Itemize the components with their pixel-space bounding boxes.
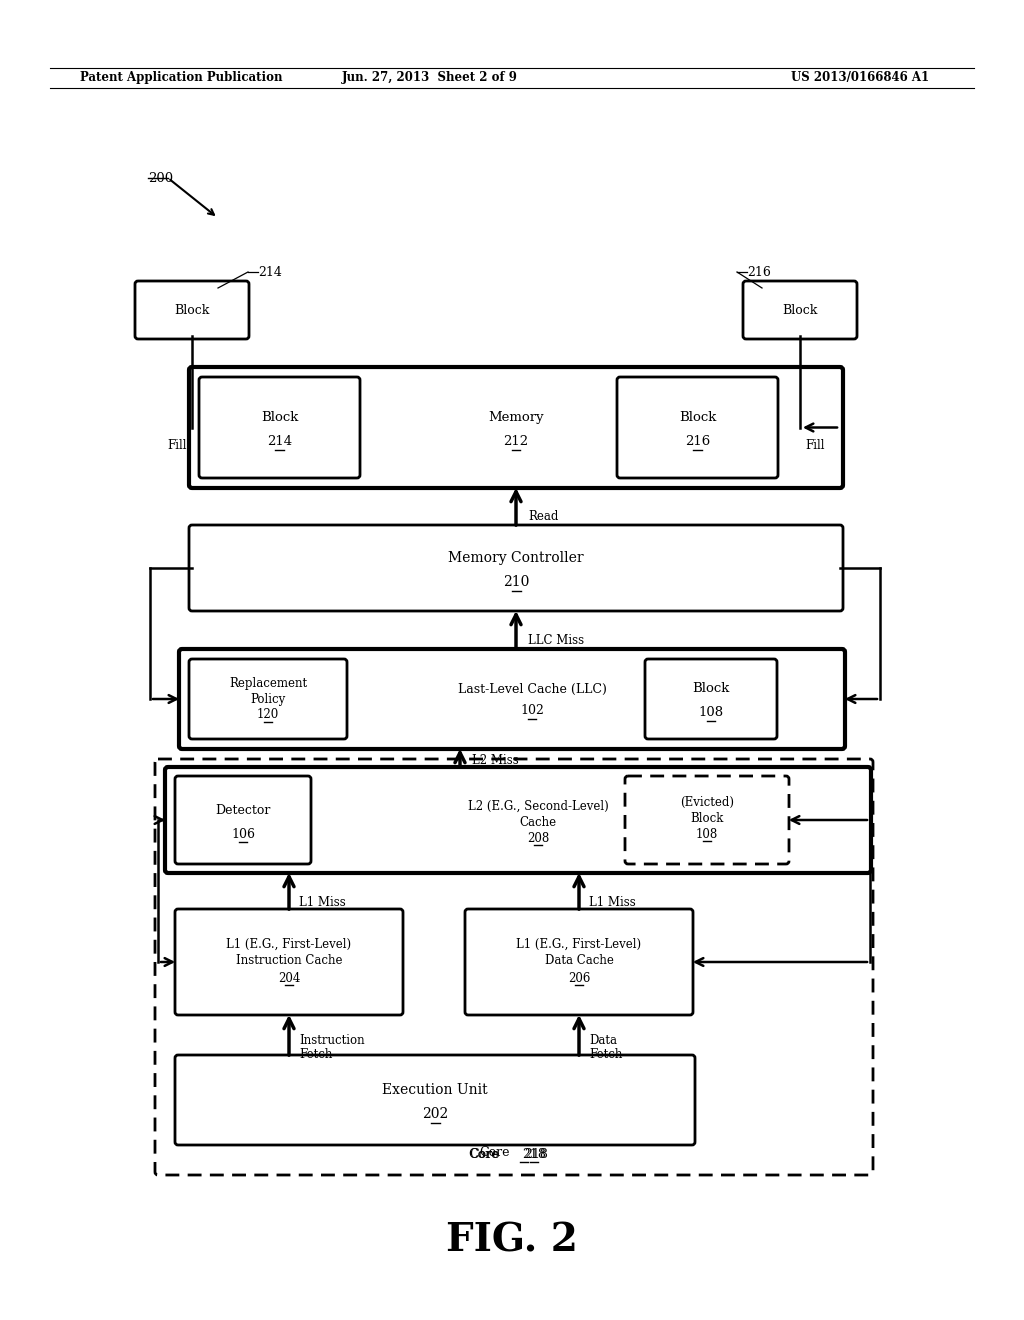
FancyBboxPatch shape	[175, 776, 311, 865]
Text: 212: 212	[504, 436, 528, 447]
Text: Data Cache: Data Cache	[545, 953, 613, 966]
Text: LLC Miss: LLC Miss	[528, 634, 584, 647]
Text: L1 (E.G., First-Level): L1 (E.G., First-Level)	[516, 937, 642, 950]
Text: Replacement: Replacement	[229, 676, 307, 689]
FancyBboxPatch shape	[175, 909, 403, 1015]
Text: Fetch: Fetch	[589, 1048, 623, 1060]
Text: FIG. 2: FIG. 2	[446, 1221, 578, 1259]
Text: L2 (E.G., Second-Level): L2 (E.G., Second-Level)	[468, 800, 608, 813]
FancyBboxPatch shape	[645, 659, 777, 739]
Text: 216: 216	[685, 436, 710, 447]
Text: 120: 120	[257, 709, 280, 722]
Text: 206: 206	[568, 972, 590, 985]
FancyBboxPatch shape	[175, 1055, 695, 1144]
Text: Block: Block	[692, 682, 730, 696]
Text: 218: 218	[522, 1147, 546, 1160]
Text: 106: 106	[231, 828, 255, 841]
Text: Core: Core	[479, 1146, 509, 1159]
Text: 102: 102	[520, 705, 544, 718]
Text: L1 Miss: L1 Miss	[589, 895, 636, 908]
Text: Core: Core	[469, 1147, 499, 1160]
Text: L2 Miss: L2 Miss	[472, 754, 519, 767]
Text: Memory: Memory	[488, 411, 544, 424]
Text: Core: Core	[469, 1147, 500, 1160]
Text: Block: Block	[690, 812, 724, 825]
Text: 208: 208	[527, 832, 549, 845]
FancyBboxPatch shape	[465, 909, 693, 1015]
Text: Memory Controller: Memory Controller	[449, 550, 584, 565]
Text: 108: 108	[698, 706, 724, 719]
FancyBboxPatch shape	[199, 378, 360, 478]
Text: Fill: Fill	[167, 440, 186, 451]
Text: Execution Unit: Execution Unit	[382, 1082, 487, 1097]
Text: 200: 200	[148, 172, 173, 185]
Text: 214: 214	[258, 265, 282, 279]
Text: Instruction: Instruction	[299, 1034, 365, 1047]
Text: Instruction Cache: Instruction Cache	[236, 953, 342, 966]
Text: Block: Block	[679, 411, 716, 424]
Text: (Evicted): (Evicted)	[680, 796, 734, 808]
Text: Block: Block	[261, 411, 298, 424]
FancyBboxPatch shape	[179, 649, 845, 748]
Text: Last-Level Cache (LLC): Last-Level Cache (LLC)	[458, 682, 606, 696]
Text: Jun. 27, 2013  Sheet 2 of 9: Jun. 27, 2013 Sheet 2 of 9	[342, 71, 518, 84]
Text: US 2013/0166846 A1: US 2013/0166846 A1	[791, 71, 929, 84]
FancyBboxPatch shape	[625, 776, 790, 865]
Text: 218: 218	[524, 1147, 548, 1160]
FancyBboxPatch shape	[135, 281, 249, 339]
FancyBboxPatch shape	[617, 378, 778, 478]
Text: 202: 202	[422, 1107, 449, 1121]
Text: Fill: Fill	[805, 440, 824, 451]
Text: Detector: Detector	[215, 804, 270, 817]
FancyBboxPatch shape	[165, 767, 871, 873]
Text: 210: 210	[503, 576, 529, 589]
Text: 216: 216	[746, 265, 771, 279]
FancyBboxPatch shape	[189, 659, 347, 739]
Text: 214: 214	[267, 436, 292, 447]
Text: Block: Block	[174, 304, 210, 317]
Text: Data: Data	[589, 1034, 617, 1047]
FancyBboxPatch shape	[189, 525, 843, 611]
Text: L1 Miss: L1 Miss	[299, 895, 346, 908]
Text: Fetch: Fetch	[299, 1048, 333, 1060]
Text: 204: 204	[278, 972, 300, 985]
FancyBboxPatch shape	[743, 281, 857, 339]
Text: Read: Read	[528, 510, 558, 523]
Text: Cache: Cache	[519, 816, 557, 829]
Text: L1 (E.G., First-Level): L1 (E.G., First-Level)	[226, 937, 351, 950]
Text: 108: 108	[696, 828, 718, 841]
FancyBboxPatch shape	[189, 367, 843, 488]
Text: Block: Block	[782, 304, 818, 317]
Text: Patent Application Publication: Patent Application Publication	[80, 71, 283, 84]
Text: Policy: Policy	[251, 693, 286, 705]
